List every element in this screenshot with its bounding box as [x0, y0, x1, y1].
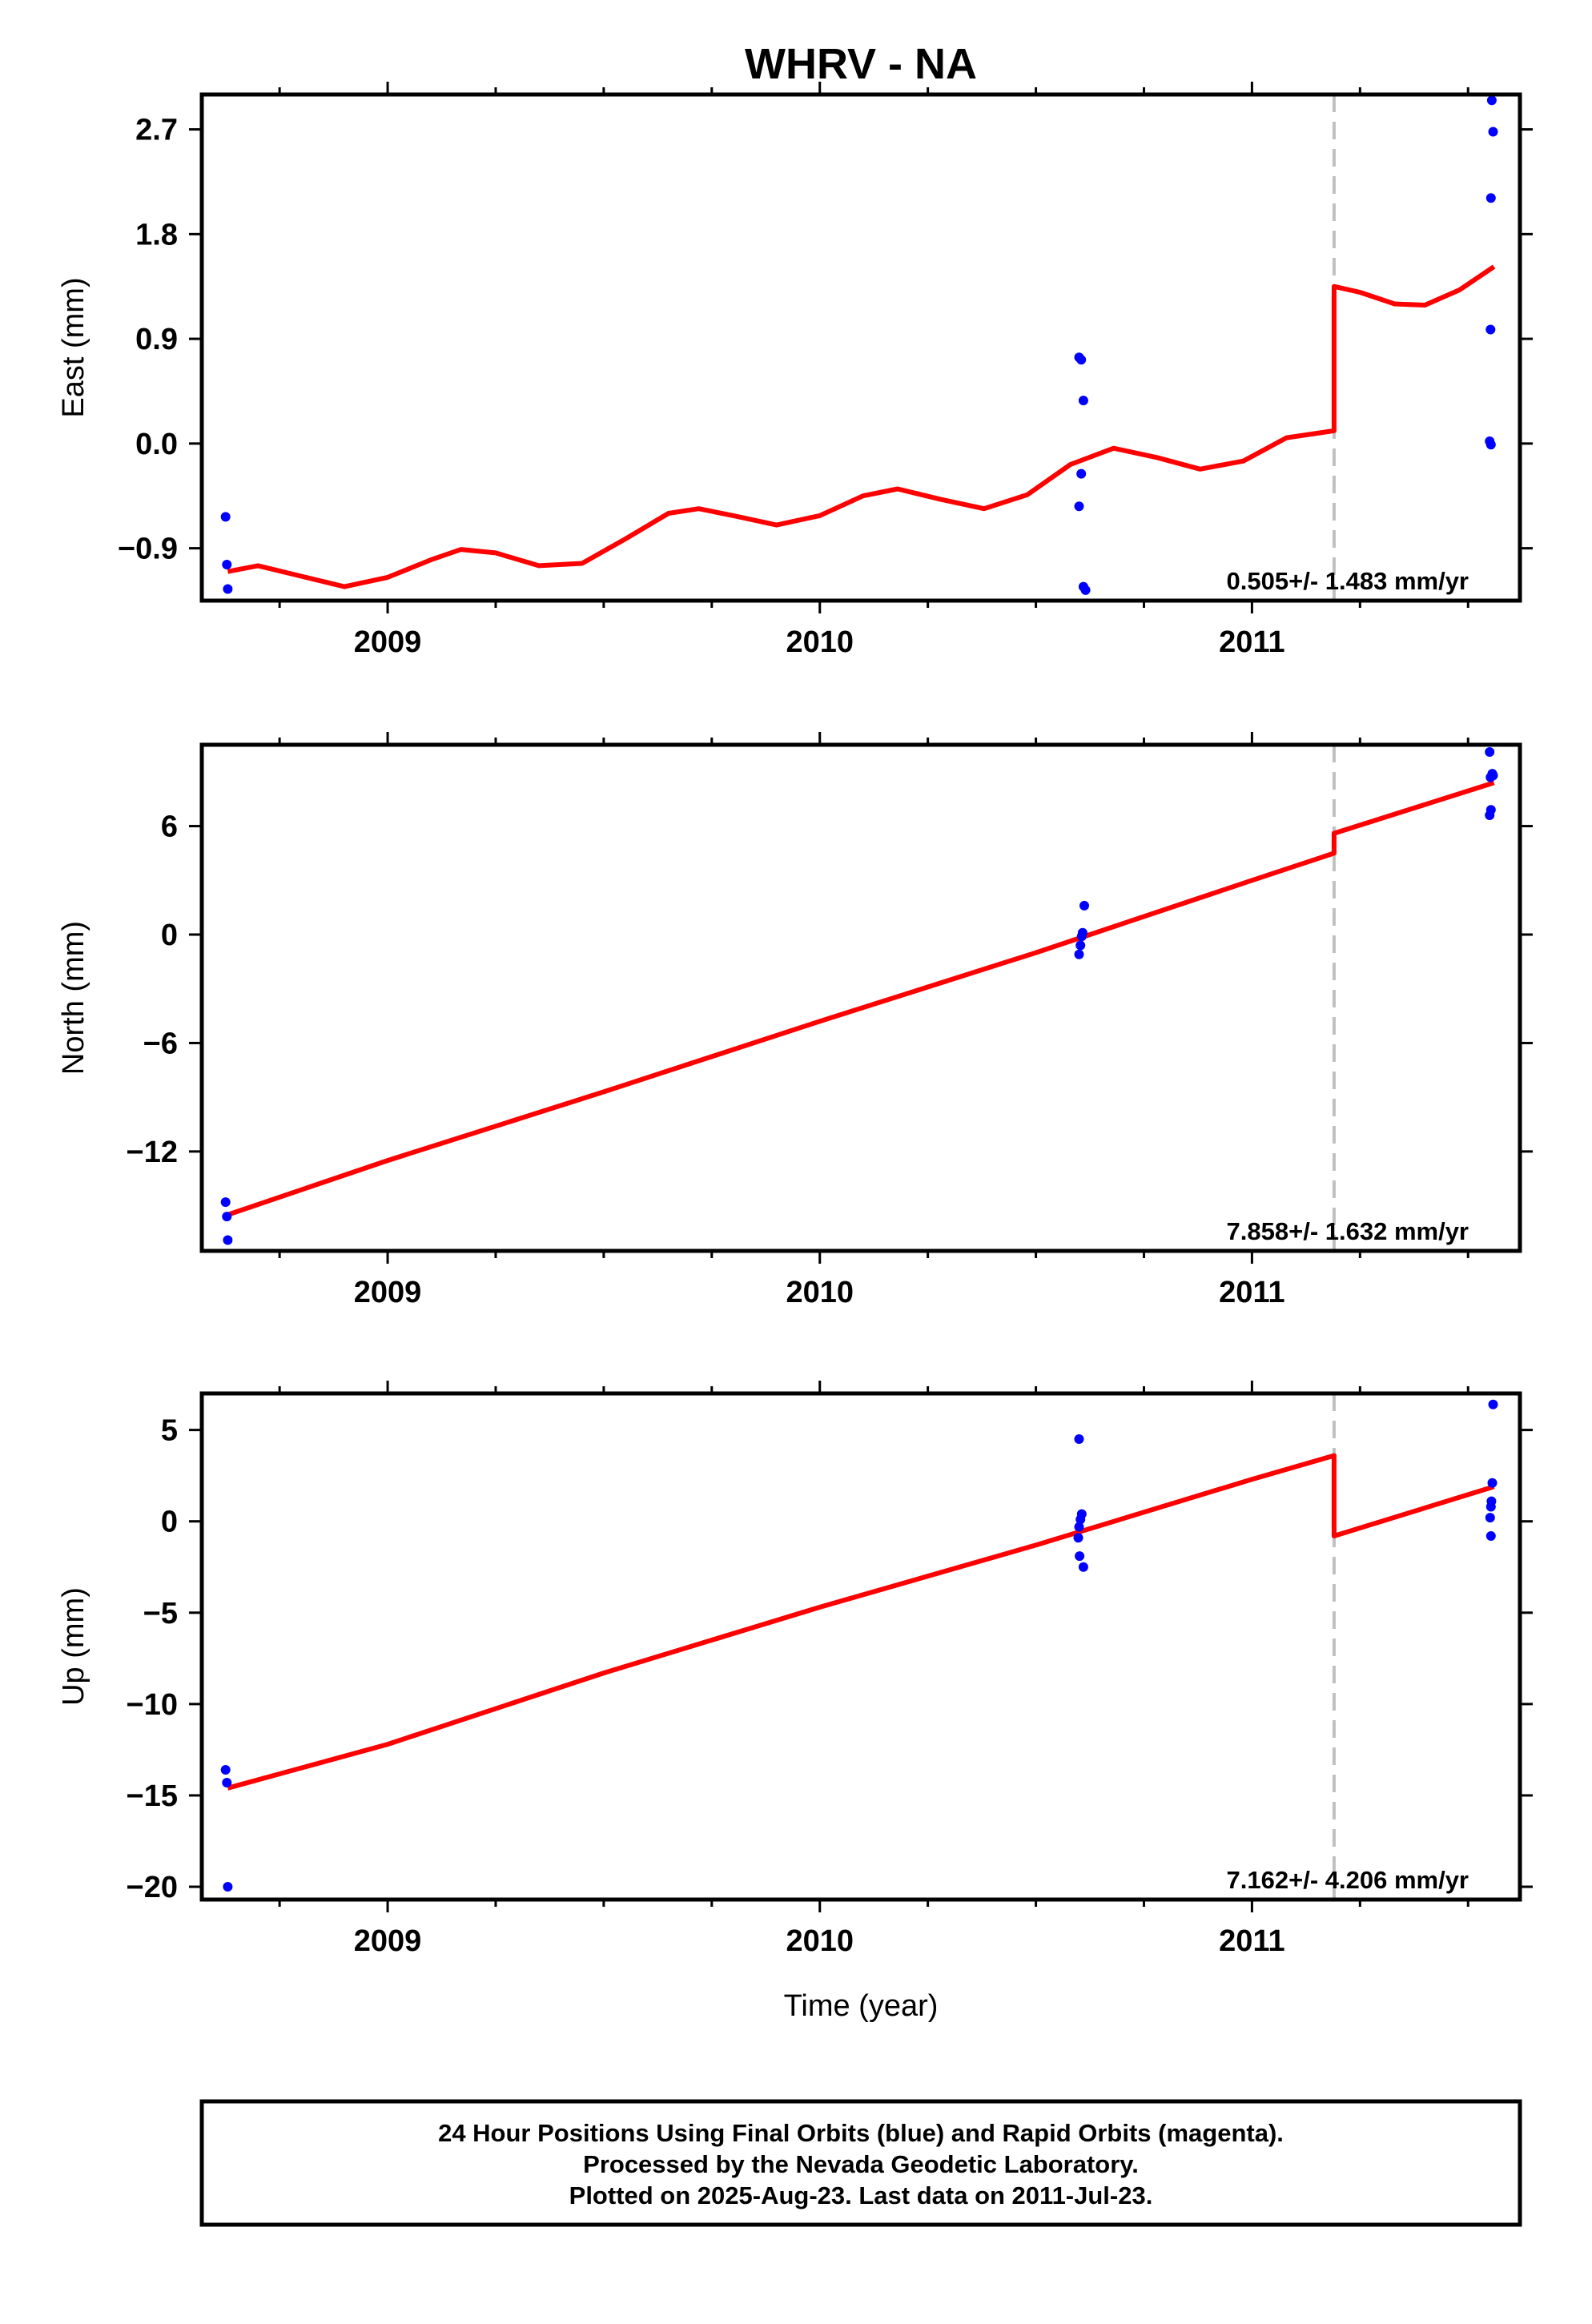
east-panel: 2009 2010 2011 −0.9 0.0 0.9 1.8 2.7 East (mm) 0.5… — [57, 82, 1533, 659]
east-plot-area — [220, 94, 1498, 601]
up-data-point — [1075, 1551, 1085, 1562]
east-y-tick-label: 2.7 — [135, 114, 178, 147]
north-rate-label: 7.858+/- 1.632 mm/yr — [1227, 1217, 1469, 1245]
east-y-axis-label: East (mm) — [57, 277, 90, 417]
north-y-tick-label: 6 — [161, 810, 178, 844]
east-data-point — [220, 512, 231, 522]
east-model-line — [227, 264, 1496, 589]
north-data-point — [1079, 900, 1089, 911]
up-data-point — [1487, 1478, 1498, 1488]
east-data-point — [1488, 127, 1498, 137]
up-x-tick-label: 2011 — [1219, 1924, 1284, 1958]
up-y-tick-label: −5 — [143, 1597, 178, 1630]
east-data-point — [223, 584, 233, 594]
up-data-point — [1485, 1502, 1496, 1512]
up-data-point — [222, 1778, 232, 1787]
up-data-point — [1074, 1434, 1084, 1444]
up-rate-label: 7.162+/- 4.206 mm/yr — [1227, 1866, 1469, 1894]
north-y-tick-label: −6 — [143, 1027, 178, 1060]
x-axis-label: Time (year) — [784, 1989, 939, 2023]
north-data-point — [1485, 747, 1495, 757]
up-data-point — [1485, 1531, 1496, 1541]
up-data-point — [1488, 1399, 1498, 1409]
up-y-axis-label: Up (mm) — [57, 1587, 90, 1706]
east-data-point — [1485, 440, 1496, 450]
north-data-point — [1488, 770, 1498, 781]
north-data-point — [222, 1212, 232, 1222]
east-data-point — [1485, 193, 1496, 203]
east-rate-label: 0.505+/- 1.483 mm/yr — [1227, 567, 1469, 595]
east-data-point — [1486, 95, 1497, 106]
east-data-point — [1074, 501, 1084, 512]
footer-box: 24 Hour Positions Using Final Orbits (bl… — [199, 2099, 1522, 2227]
north-frame — [199, 742, 1522, 1253]
up-y-tick-label: 0 — [161, 1506, 178, 1539]
east-data-point — [1076, 355, 1087, 365]
up-y-tick-label: −20 — [127, 1871, 178, 1904]
up-frame — [199, 1391, 1522, 1902]
east-data-point — [1080, 585, 1091, 595]
up-data-point — [1485, 1513, 1495, 1523]
up-panel: 2009 2010 2011 −20 −15 −10 −5 0 5 Up (mm) 7.162+/-… — [57, 1381, 1533, 1958]
up-y-tick-label: −15 — [127, 1779, 178, 1813]
footer-line-1: 24 Hour Positions Using Final Orbits (bl… — [438, 2119, 1284, 2147]
north-data-point — [1077, 927, 1087, 938]
up-data-point — [1073, 1533, 1083, 1543]
north-x-tick-label: 2010 — [786, 1276, 854, 1309]
east-y-tick-label: 0.9 — [135, 323, 178, 356]
north-x-tick-label: 2011 — [1219, 1276, 1284, 1309]
north-x-tick-label: 2009 — [354, 1276, 422, 1309]
east-data-point — [1485, 324, 1496, 335]
east-data-point — [1078, 396, 1088, 406]
north-data-point — [220, 1197, 231, 1208]
north-y-tick-label: 0 — [161, 919, 178, 952]
east-y-tick-label: −0.9 — [118, 533, 178, 566]
north-data-point — [223, 1235, 233, 1245]
north-y-axis-label: North (mm) — [57, 921, 90, 1075]
north-panel: 2009 2010 2011 −12 −6 0 6 North (mm) 7.858+/- 1.… — [57, 732, 1533, 1309]
up-data-point — [1075, 1514, 1086, 1525]
up-x-tick-label: 2010 — [786, 1924, 854, 1958]
up-data-point — [220, 1765, 231, 1775]
up-x-tick-label: 2009 — [354, 1924, 422, 1958]
east-y-tick-label: 0.0 — [135, 428, 178, 461]
up-y-tick-label: −10 — [127, 1688, 178, 1722]
east-x-tick-label: 2010 — [786, 625, 854, 659]
up-data-point — [1074, 1522, 1084, 1532]
east-y-tick-label: 1.8 — [135, 218, 178, 251]
east-x-tick-label: 2011 — [1219, 625, 1284, 659]
footer-line-2: Processed by the Nevada Geodetic Laborat… — [583, 2150, 1139, 2178]
north-data-point — [1485, 810, 1495, 820]
chart-title: WHRV - NA — [745, 40, 977, 88]
east-data-point — [1076, 468, 1087, 479]
up-plot-area — [220, 1393, 1498, 1900]
north-data-point — [1075, 940, 1086, 951]
north-y-tick-label: −12 — [127, 1136, 178, 1169]
up-data-point — [223, 1882, 233, 1892]
east-x-tick-label: 2009 — [354, 625, 422, 659]
footer-line-3: Plotted on 2025-Aug-23. Last data on 201… — [569, 2181, 1153, 2209]
up-y-tick-label: 5 — [161, 1414, 178, 1448]
north-plot-area — [220, 745, 1498, 1251]
east-frame — [199, 92, 1522, 603]
north-data-point — [1074, 949, 1084, 959]
north-model-line — [227, 780, 1495, 1217]
up-data-point — [1078, 1562, 1088, 1572]
up-model-line — [227, 1453, 1495, 1791]
east-data-point — [222, 560, 232, 569]
